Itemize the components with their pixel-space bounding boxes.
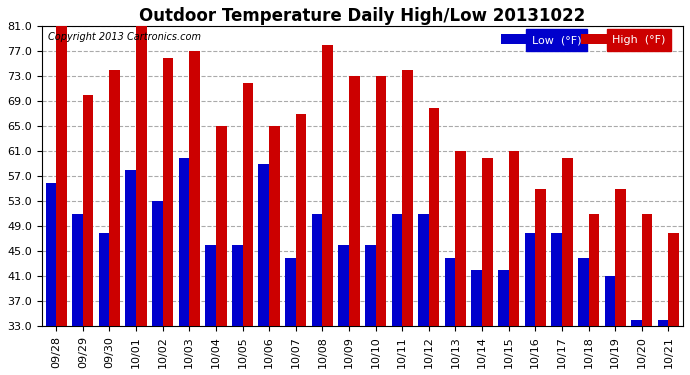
Bar bbox=[551, 232, 562, 326]
Bar bbox=[604, 276, 615, 326]
Bar bbox=[445, 258, 455, 326]
Bar bbox=[205, 245, 216, 326]
Title: Outdoor Temperature Daily High/Low 20131022: Outdoor Temperature Daily High/Low 20131… bbox=[139, 7, 585, 25]
Legend: Low  (°F), High  (°F): Low (°F), High (°F) bbox=[498, 32, 668, 47]
Bar bbox=[562, 158, 573, 326]
Bar bbox=[259, 164, 269, 326]
Bar bbox=[285, 258, 296, 326]
Bar bbox=[615, 189, 626, 326]
Bar bbox=[232, 245, 242, 326]
Bar bbox=[375, 76, 386, 326]
Bar bbox=[642, 214, 653, 326]
Bar bbox=[269, 126, 279, 326]
Bar bbox=[163, 58, 173, 326]
Bar bbox=[658, 320, 669, 326]
Bar bbox=[189, 51, 200, 326]
Bar bbox=[152, 201, 163, 326]
Bar bbox=[83, 95, 93, 326]
Bar bbox=[455, 152, 466, 326]
Bar bbox=[578, 258, 589, 326]
Text: Copyright 2013 Cartronics.com: Copyright 2013 Cartronics.com bbox=[48, 33, 201, 42]
Bar bbox=[589, 214, 599, 326]
Bar bbox=[216, 126, 226, 326]
Bar bbox=[242, 83, 253, 326]
Bar bbox=[418, 214, 429, 326]
Bar bbox=[338, 245, 349, 326]
Bar bbox=[99, 232, 110, 326]
Bar bbox=[482, 158, 493, 326]
Bar bbox=[471, 270, 482, 326]
Bar bbox=[669, 232, 679, 326]
Bar bbox=[56, 27, 67, 326]
Bar bbox=[402, 70, 413, 326]
Bar bbox=[429, 108, 440, 326]
Bar bbox=[136, 20, 147, 326]
Bar bbox=[349, 76, 359, 326]
Bar bbox=[126, 170, 136, 326]
Bar bbox=[365, 245, 375, 326]
Bar bbox=[524, 232, 535, 326]
Bar bbox=[631, 320, 642, 326]
Bar bbox=[509, 152, 520, 326]
Bar bbox=[312, 214, 322, 326]
Bar bbox=[179, 158, 189, 326]
Bar bbox=[46, 183, 56, 326]
Bar bbox=[322, 45, 333, 326]
Bar bbox=[296, 114, 306, 326]
Bar bbox=[498, 270, 509, 326]
Bar bbox=[72, 214, 83, 326]
Bar bbox=[110, 70, 120, 326]
Bar bbox=[535, 189, 546, 326]
Bar bbox=[392, 214, 402, 326]
